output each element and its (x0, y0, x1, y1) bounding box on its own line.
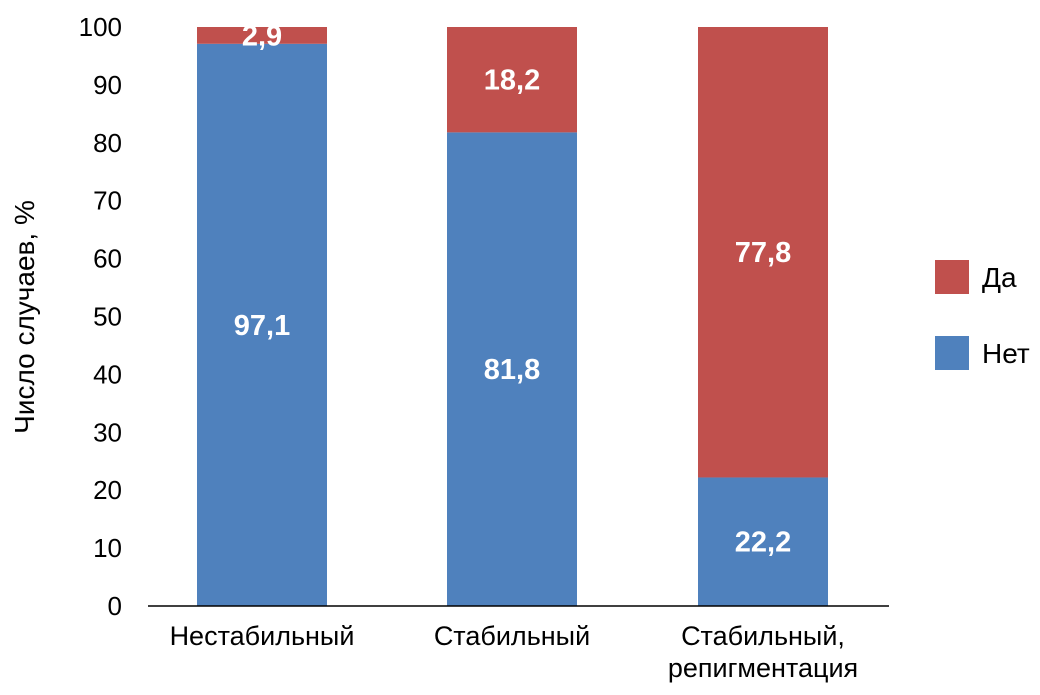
y-axis-ticks: 0 10 20 30 40 50 60 70 80 90 100 (79, 12, 122, 621)
data-label: 22,2 (735, 527, 791, 559)
legend-label: Нет (982, 338, 1030, 369)
bar-segment-da-2 (698, 27, 828, 478)
bar-segment-da-0 (197, 27, 327, 44)
x-category-label: Стабильный (434, 621, 590, 651)
x-axis-categories: Нестабильный Стабильный Стабильный,репигме… (170, 621, 859, 683)
x-category-label: репигментация (668, 653, 858, 683)
y-tick-label: 20 (93, 475, 122, 505)
bar-segment-net-2 (698, 477, 828, 606)
legend-swatch (935, 260, 969, 294)
legend-label: Да (982, 262, 1017, 293)
bar-segment-net-1 (447, 132, 577, 607)
y-tick-label: 0 (108, 591, 122, 621)
y-tick-label: 70 (93, 186, 122, 216)
bar-segment-da-1 (447, 27, 577, 133)
legend-swatch (935, 336, 969, 370)
data-label: 77,8 (735, 237, 791, 269)
legend: Да Нет (935, 260, 1030, 370)
x-category-label: Стабильный, (681, 621, 845, 651)
y-tick-label: 40 (93, 359, 122, 389)
y-tick-label: 50 (93, 302, 122, 332)
y-tick-label: 80 (93, 128, 122, 158)
y-tick-label: 90 (93, 70, 122, 100)
y-tick-label: 60 (93, 244, 122, 274)
y-tick-label: 10 (93, 533, 122, 563)
data-label: 18,2 (484, 65, 540, 97)
data-label: 97,1 (234, 310, 290, 342)
bars: 97,1 2,9 81,8 18,2 22,2 77,8 (197, 20, 828, 607)
y-axis-title: Число случаев, % (9, 200, 40, 434)
data-label: 81,8 (484, 354, 540, 386)
y-tick-label: 100 (79, 12, 122, 42)
data-label: 2,9 (242, 20, 282, 52)
bar-segment-net-0 (197, 43, 327, 606)
y-tick-label: 30 (93, 417, 122, 447)
x-category-label: Нестабильный (170, 621, 355, 651)
